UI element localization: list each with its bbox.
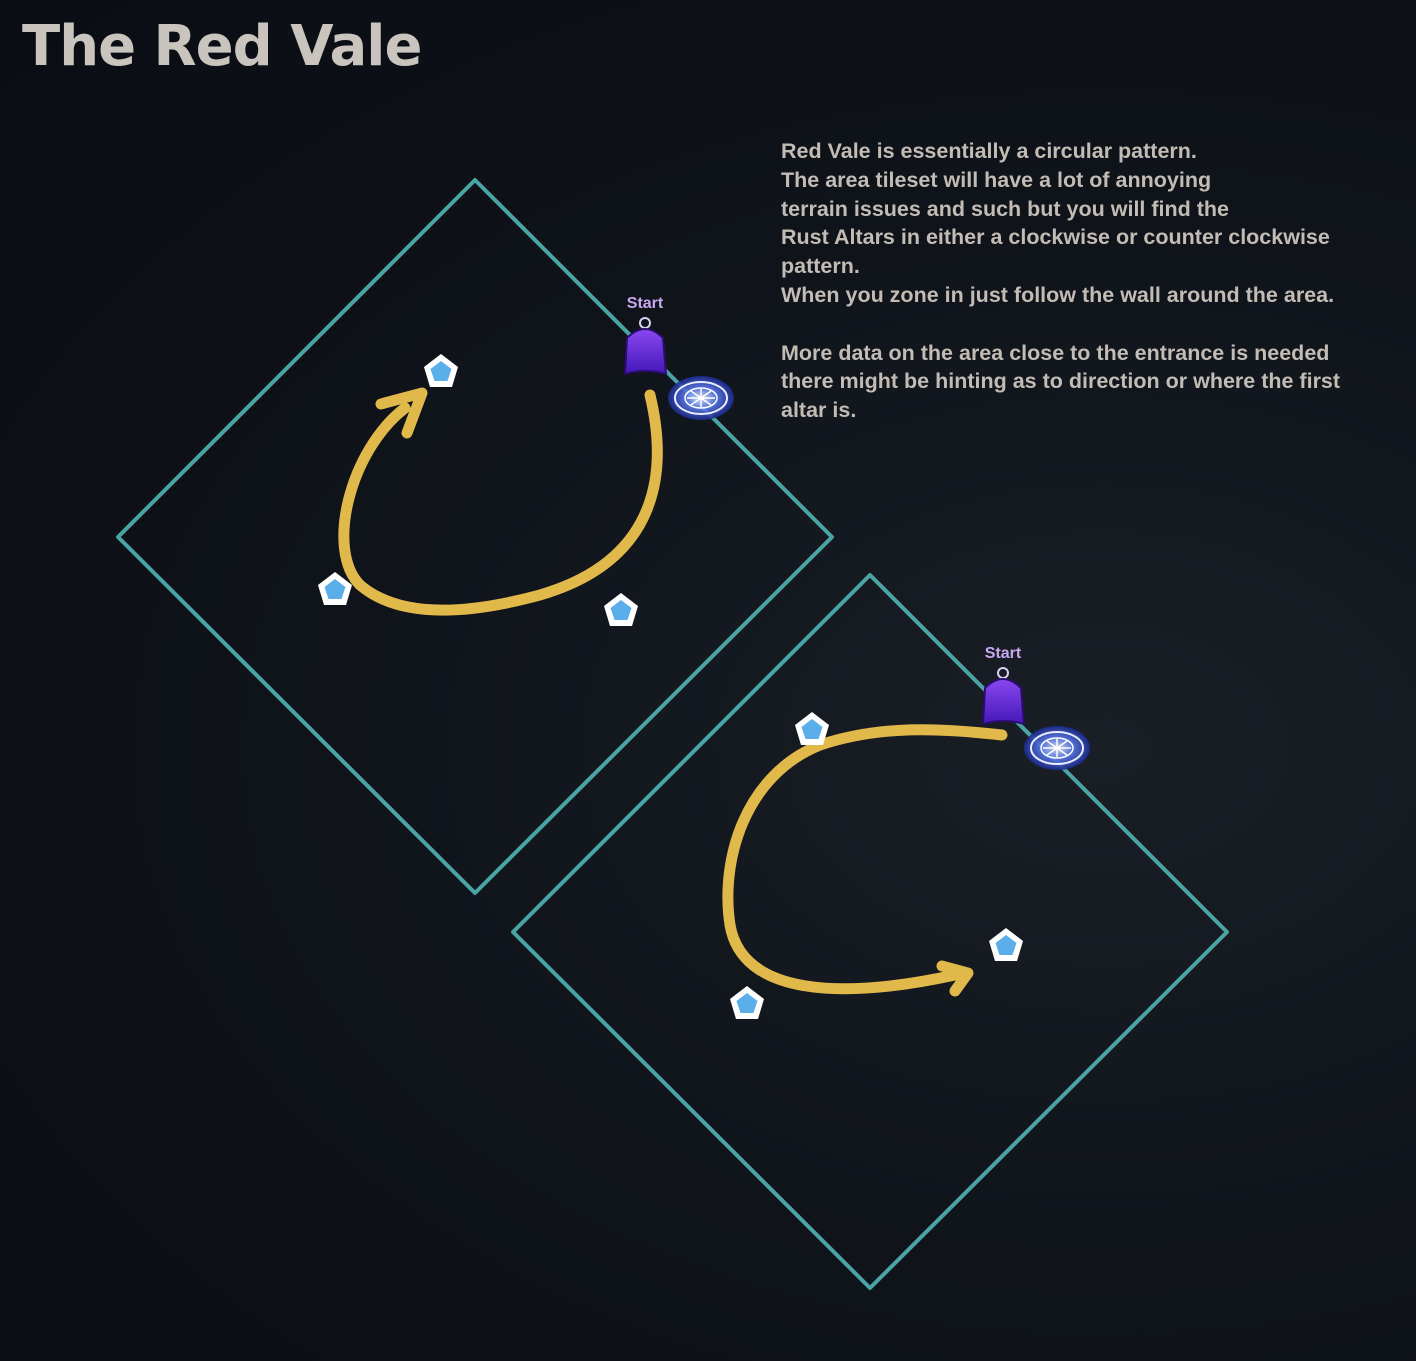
description-text: Red Vale is essentially a circular patte…	[781, 137, 1401, 425]
route-arrowhead	[375, 387, 428, 439]
map-1: Start	[116, 178, 834, 895]
page-title: The Red Vale	[22, 14, 422, 79]
note-line: pattern.	[781, 254, 860, 279]
note-line: terrain issues and such but you will fin…	[781, 196, 1229, 221]
start-label: Start	[985, 645, 1022, 662]
note-line: altar is.	[781, 398, 857, 423]
altar-icon	[795, 712, 829, 745]
map-2: Start	[511, 573, 1229, 1290]
note-line: Rust Altars in either a clockwise or cou…	[781, 225, 1330, 250]
start-marker-icon	[981, 667, 1026, 726]
note-line: The area tileset will have a lot of anno…	[781, 167, 1212, 192]
note-line: there might be hinting as to direction o…	[781, 369, 1341, 394]
route-path	[722, 724, 1008, 995]
altar-icon	[424, 354, 458, 387]
note-line: Red Vale is essentially a circular patte…	[781, 139, 1197, 163]
altar-icon	[318, 572, 352, 605]
route-arrowhead	[936, 960, 974, 997]
note-line: When you zone in just follow the wall ar…	[781, 282, 1335, 307]
note-line: More data on the area close to the entra…	[781, 340, 1330, 365]
start-label: Start	[627, 295, 664, 312]
altar-icon	[989, 928, 1023, 961]
area-boundary	[511, 573, 1229, 1290]
route-path	[338, 389, 663, 616]
waypoint-icon	[1024, 726, 1090, 770]
altar-icon	[730, 986, 764, 1019]
altar-icon	[604, 593, 638, 626]
start-marker-icon	[623, 317, 668, 376]
area-boundary	[116, 178, 834, 895]
waypoint-icon	[668, 376, 734, 420]
